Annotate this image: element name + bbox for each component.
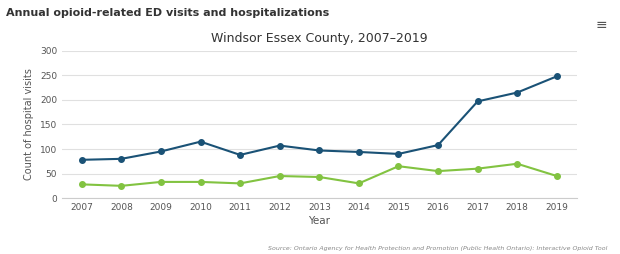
Title: Windsor Essex County, 2007–2019: Windsor Essex County, 2007–2019 [211, 33, 428, 45]
Text: ≡: ≡ [596, 18, 608, 32]
Text: Annual opioid-related ED visits and hospitalizations: Annual opioid-related ED visits and hosp… [6, 8, 329, 18]
X-axis label: Year: Year [308, 216, 330, 226]
Y-axis label: Count of hospital visits: Count of hospital visits [24, 69, 34, 180]
Text: Source: Ontario Agency for Health Protection and Promotion (Public Health Ontari: Source: Ontario Agency for Health Protec… [268, 246, 608, 251]
